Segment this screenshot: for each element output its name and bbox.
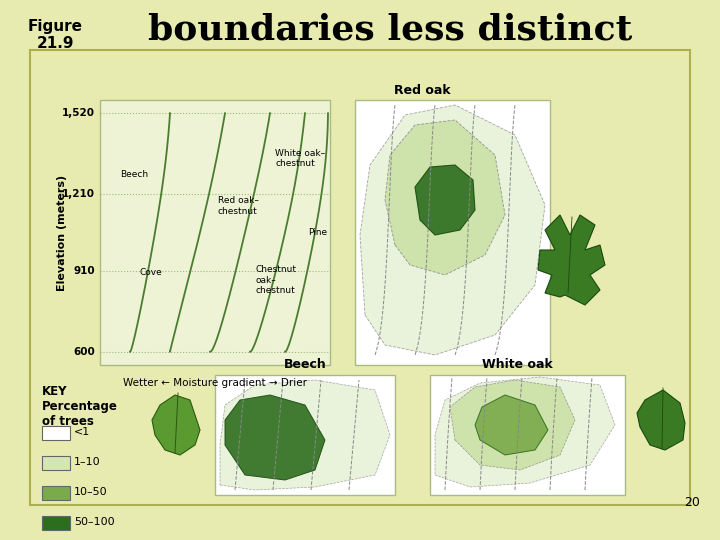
Polygon shape (435, 377, 615, 487)
Text: 910: 910 (73, 266, 95, 276)
Polygon shape (225, 395, 325, 480)
FancyBboxPatch shape (42, 456, 70, 470)
Text: 1,520: 1,520 (62, 108, 95, 118)
FancyBboxPatch shape (215, 375, 395, 495)
Text: Wetter ← Moisture gradient → Drier: Wetter ← Moisture gradient → Drier (123, 378, 307, 388)
Text: White oak–
chestnut: White oak– chestnut (275, 148, 325, 168)
Polygon shape (360, 105, 545, 355)
Polygon shape (220, 380, 390, 490)
FancyBboxPatch shape (355, 100, 550, 365)
Text: White oak: White oak (482, 359, 553, 372)
FancyBboxPatch shape (42, 486, 70, 500)
Text: Beech: Beech (120, 170, 148, 179)
Text: Red oak: Red oak (394, 84, 451, 97)
Text: 20: 20 (684, 496, 700, 509)
Text: 1,210: 1,210 (62, 188, 95, 199)
FancyBboxPatch shape (42, 516, 70, 530)
Polygon shape (415, 165, 475, 235)
FancyBboxPatch shape (30, 50, 690, 505)
Polygon shape (538, 215, 605, 305)
Text: KEY
Percentage
of trees: KEY Percentage of trees (42, 385, 118, 428)
FancyBboxPatch shape (430, 375, 625, 495)
Text: Chestnut
oak–
chestnut: Chestnut oak– chestnut (255, 265, 296, 295)
Text: 1–10: 1–10 (74, 457, 101, 467)
FancyBboxPatch shape (42, 426, 70, 440)
Text: 50–100: 50–100 (74, 517, 114, 527)
Text: Red oak–
chestnut: Red oak– chestnut (218, 197, 259, 215)
Polygon shape (385, 120, 505, 275)
Text: boundaries less distinct: boundaries less distinct (148, 13, 632, 47)
Text: 600: 600 (73, 347, 95, 357)
Text: 10–50: 10–50 (74, 487, 107, 497)
Text: Elevation (meters): Elevation (meters) (57, 174, 67, 291)
Polygon shape (475, 395, 548, 455)
Text: Pine: Pine (308, 228, 327, 237)
Text: Cove: Cove (140, 268, 163, 276)
Polygon shape (637, 390, 685, 450)
Text: Beech: Beech (284, 359, 326, 372)
Text: Figure
21.9: Figure 21.9 (27, 19, 83, 51)
FancyBboxPatch shape (100, 100, 330, 365)
Polygon shape (152, 395, 200, 455)
Polygon shape (450, 380, 575, 470)
Text: <1: <1 (74, 427, 90, 437)
